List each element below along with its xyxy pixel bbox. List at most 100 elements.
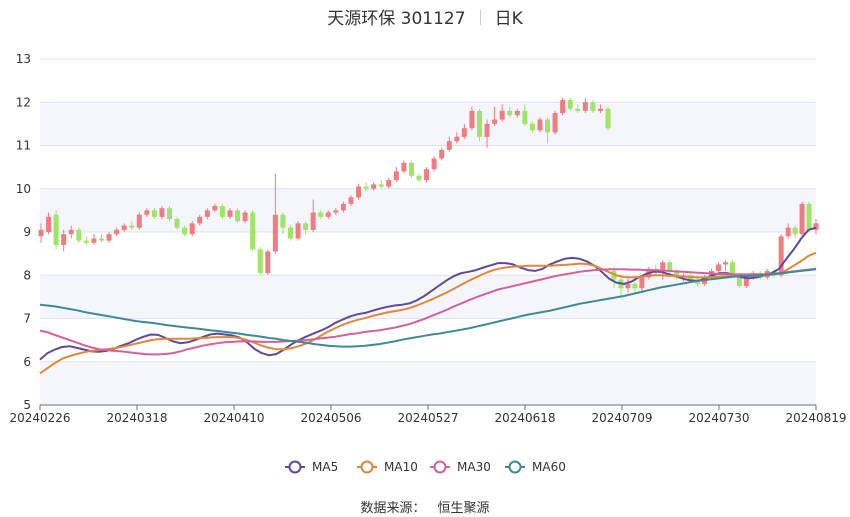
y-tick-label: 7 [23, 312, 31, 326]
candle [722, 262, 728, 265]
candle [363, 186, 369, 189]
candle [667, 262, 673, 271]
candle [393, 171, 399, 181]
candle [507, 110, 513, 116]
x-tick-label: 20240226 [9, 411, 70, 425]
candle [129, 225, 135, 228]
candle [38, 229, 44, 237]
candle [439, 149, 445, 159]
candle [53, 214, 59, 245]
candle [660, 262, 666, 271]
grid-band [40, 102, 816, 146]
candle [639, 277, 645, 289]
candle [250, 212, 256, 250]
x-tick-label: 20240318 [106, 411, 167, 425]
candle [778, 236, 784, 276]
candle [287, 227, 293, 239]
candle [431, 158, 437, 170]
candle [151, 210, 157, 217]
candle [61, 234, 67, 245]
source-label: 数据来源： [360, 501, 426, 516]
candle [378, 184, 384, 187]
candle [272, 214, 278, 252]
candle [204, 210, 210, 217]
candle [597, 108, 603, 111]
grid-bands [40, 102, 816, 405]
candle [91, 238, 97, 243]
candle [46, 216, 52, 232]
candle [265, 251, 271, 274]
ma-line-ma60 [39, 268, 817, 348]
y-tick-label: 10 [16, 182, 31, 196]
candle [325, 212, 331, 217]
legend-label: MA30 [457, 460, 491, 474]
candle [729, 262, 735, 276]
candle [522, 110, 528, 124]
candle [83, 240, 89, 243]
candle [136, 214, 142, 228]
y-tick-label: 8 [23, 268, 31, 282]
candle [310, 212, 316, 230]
candle [813, 223, 819, 230]
candle [295, 223, 301, 239]
candle [303, 223, 309, 230]
candle [492, 119, 498, 124]
x-tick-label: 20240819 [785, 411, 846, 425]
x-tick-label: 20240527 [397, 411, 458, 425]
candle [715, 264, 721, 271]
candle [806, 203, 812, 230]
chart-title-text: 天源环保 301127 [327, 9, 466, 29]
candle [371, 184, 377, 189]
candle [106, 234, 112, 241]
x-axis: 20240226 20240318 20240410 20240506 20240527… [9, 404, 847, 425]
candle [235, 210, 241, 222]
candle [401, 162, 407, 172]
candle [743, 277, 749, 287]
candle [318, 212, 324, 217]
candle [545, 119, 551, 133]
candle [416, 175, 422, 181]
candle [333, 210, 339, 213]
candle [552, 113, 558, 133]
candle [174, 219, 180, 228]
candle [167, 208, 173, 220]
grid-band [40, 361, 816, 405]
candle [257, 249, 263, 274]
candle [182, 227, 188, 235]
candle [408, 162, 414, 176]
x-tick-label: 20240730 [688, 411, 749, 425]
candle [476, 110, 482, 137]
candle [386, 180, 392, 187]
candle [625, 283, 631, 289]
candle [560, 100, 566, 114]
y-tick-label: 9 [23, 225, 31, 239]
y-tick-label: 5 [23, 398, 31, 412]
moving-average-lines [39, 226, 817, 375]
candle [529, 123, 535, 131]
ma-line-ma30 [39, 267, 817, 356]
candle [484, 123, 490, 137]
candle [212, 206, 218, 211]
candle [424, 169, 430, 181]
candle [590, 102, 596, 111]
chart-title: 天源环保 301127 日K [0, 4, 850, 29]
candle [114, 229, 120, 235]
candle [567, 100, 573, 109]
legend-marker [360, 460, 374, 474]
candle [632, 283, 638, 289]
legend-marker [508, 460, 522, 474]
candle [499, 110, 505, 120]
ma-line-ma10 [39, 251, 817, 375]
title-separator [479, 10, 481, 25]
y-tick-label: 12 [16, 95, 31, 109]
candle [469, 110, 475, 129]
y-tick-label: 13 [16, 52, 31, 66]
candle [799, 203, 805, 235]
candle [219, 206, 225, 217]
candle [792, 227, 798, 235]
source-name: 恒生聚源 [437, 501, 490, 516]
x-tick-label: 20240410 [203, 411, 264, 425]
candle [537, 119, 543, 131]
candle [340, 203, 346, 211]
